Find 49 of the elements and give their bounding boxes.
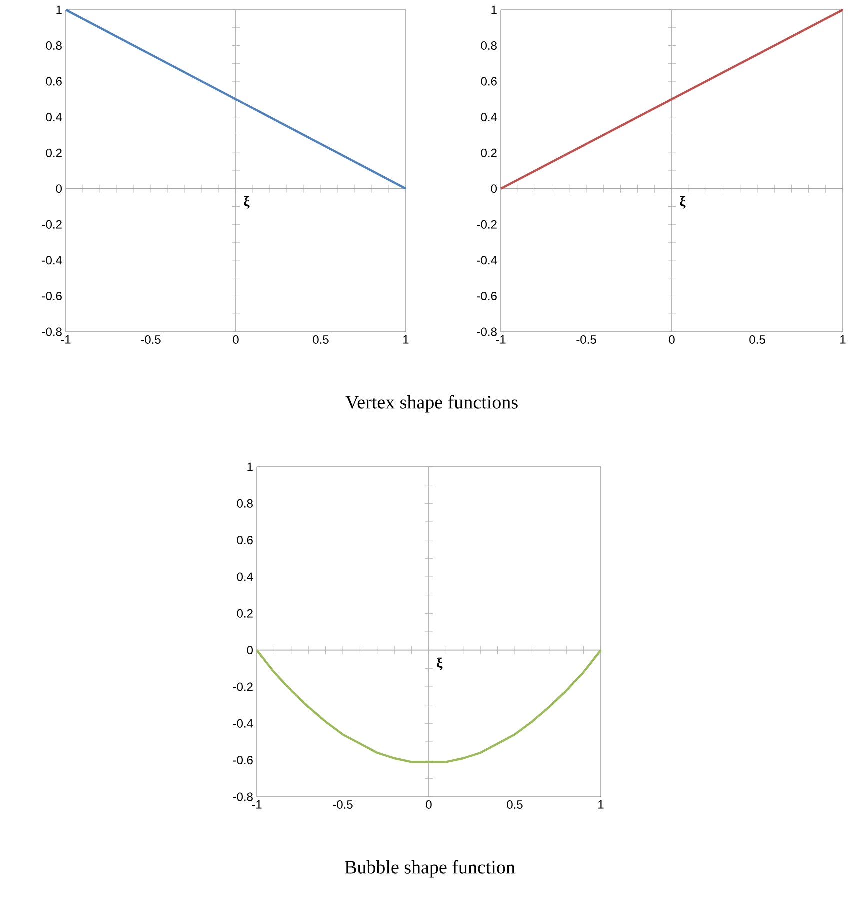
- x-tick-label: -1: [252, 800, 262, 809]
- x-tick-label: -0.5: [333, 800, 353, 810]
- x-tick-label: -1: [61, 336, 71, 344]
- y-tick-label: 0.6: [46, 77, 62, 86]
- x-tick-label: 0.5: [750, 336, 766, 344]
- text: Bubble shape function: [345, 860, 516, 878]
- x-axis-title: ξ: [244, 196, 250, 209]
- x-tick-label: 0: [426, 800, 432, 810]
- y-tick-label: 0.8: [46, 42, 62, 50]
- y-tick-label: 0.2: [481, 148, 497, 158]
- y-tick-label: -0.2: [42, 220, 62, 229]
- y-tick-label: 0.8: [481, 42, 497, 50]
- y-tick-label: 0.8: [237, 499, 253, 508]
- y-tick-label: 0.2: [46, 148, 62, 158]
- y-tick-label: -0.2: [477, 220, 497, 229]
- y-tick-label: -0.6: [233, 756, 253, 765]
- y-tick-label: 0: [56, 184, 62, 194]
- y-tick-label: 0.4: [481, 113, 498, 122]
- y-tick-label: 0: [247, 646, 253, 655]
- y-tick-label: 0.4: [46, 113, 62, 122]
- x-tick-label: 0: [669, 336, 675, 344]
- x-tick-label: 0.5: [507, 800, 523, 810]
- text: Vertex shape functions: [346, 395, 518, 413]
- x-tick-label: 1: [598, 800, 604, 809]
- y-tick-label: 0.4: [237, 572, 254, 582]
- y-tick-label: 1: [248, 462, 253, 472]
- x-axis-title: ξ: [680, 196, 686, 209]
- x-axis-title: ξ: [437, 658, 443, 670]
- y-tick-label: 0.6: [237, 536, 253, 545]
- y-tick-label: -0.8: [233, 792, 253, 802]
- x-tick-label: 1: [840, 336, 846, 344]
- y-tick-label: -0.8: [477, 328, 497, 336]
- x-tick-label: -0.5: [141, 336, 161, 344]
- y-tick-label: -0.2: [233, 682, 253, 692]
- y-tick-label: 0.2: [237, 609, 253, 618]
- x-tick-label: 1: [404, 336, 409, 344]
- y-tick-label: -0.6: [42, 292, 62, 300]
- x-tick-label: -0.5: [576, 336, 596, 344]
- y-tick-label: -0.6: [477, 292, 497, 300]
- y-tick-label: 1: [56, 6, 62, 14]
- y-tick-label: -0.4: [477, 256, 498, 265]
- y-tick-label: 0.6: [481, 77, 497, 86]
- x-tick-label: 0.5: [313, 336, 329, 344]
- y-tick-label: -0.4: [42, 256, 62, 265]
- y-tick-label: -0.4: [233, 719, 254, 728]
- x-tick-label: -1: [496, 336, 506, 344]
- y-tick-label: 1: [492, 6, 497, 14]
- y-tick-label: -0.8: [42, 328, 62, 336]
- y-tick-label: 0: [491, 184, 497, 194]
